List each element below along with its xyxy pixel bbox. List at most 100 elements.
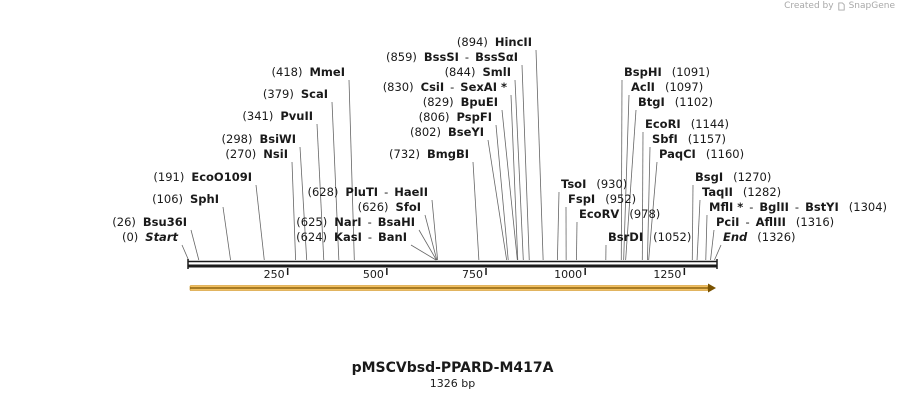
- site-label[interactable]: FspI (952): [568, 192, 636, 206]
- site-position: (830): [383, 80, 414, 94]
- site-label[interactable]: (732) BmgBI: [389, 147, 469, 161]
- label-line: [418, 229, 437, 261]
- enzyme-name: NsiI: [263, 147, 288, 161]
- enzyme-name: KasI: [334, 230, 362, 244]
- site-label[interactable]: (830) CsiI - SexAI *: [383, 80, 507, 94]
- site-label[interactable]: AclI (1097): [631, 80, 703, 94]
- enzyme-name: SmlI: [483, 65, 512, 79]
- site-position: (418): [272, 65, 303, 79]
- label-line: [255, 184, 265, 261]
- label-line: [348, 79, 355, 261]
- tick-label: 1000: [554, 268, 582, 281]
- site-position: (270): [225, 147, 256, 161]
- site-label[interactable]: TaqII (1282): [702, 185, 781, 199]
- site-label[interactable]: End (1326): [723, 230, 796, 244]
- site-label[interactable]: EcoRV (978): [579, 207, 660, 221]
- site-separator: -: [368, 215, 372, 229]
- enzyme-name: BmgBI: [427, 147, 469, 161]
- enzyme-name: HincII: [495, 35, 532, 49]
- tick-label: 500: [363, 268, 384, 281]
- site-label[interactable]: (802) BseYI: [410, 125, 484, 139]
- site-position: (106): [152, 192, 183, 206]
- site-label[interactable]: BsrDI (1052): [608, 230, 691, 244]
- enzyme-name: MflI *: [709, 200, 743, 214]
- site-position: (191): [153, 170, 184, 184]
- site-label[interactable]: BsgI (1270): [695, 170, 771, 184]
- enzyme-name: MmeI: [309, 65, 345, 79]
- site-label[interactable]: (26) Bsu36I: [112, 215, 187, 229]
- enzyme-name: BspHI: [624, 65, 662, 79]
- site-label[interactable]: BtgI (1102): [638, 95, 713, 109]
- site-label[interactable]: (894) HincII: [457, 35, 532, 49]
- site-position: (1157): [688, 132, 726, 146]
- site-separator: -: [749, 200, 753, 214]
- ruler-ticks: 250 500 750 1000 1250: [264, 268, 686, 281]
- enzyme-name: BpuEI: [461, 95, 498, 109]
- site-label[interactable]: (191) EcoO109I: [153, 170, 252, 184]
- feature-arrow[interactable]: [189, 283, 716, 293]
- site-position: (859): [386, 50, 417, 64]
- label-line: [647, 146, 651, 261]
- site-separator: -: [465, 50, 469, 64]
- site-label[interactable]: (628) PluTI - HaeII: [307, 185, 428, 199]
- site-label[interactable]: MflI * - BglII - BstYI (1304): [709, 200, 887, 214]
- enzyme-name: EcoRI: [645, 117, 681, 131]
- site-label[interactable]: PciI - AflIII (1316): [716, 215, 834, 229]
- site-label[interactable]: (0) Start: [122, 230, 179, 244]
- site-label[interactable]: (625) NarI - BsaHI: [296, 215, 415, 229]
- enzyme-name: ScaI: [301, 87, 328, 101]
- label-line: [557, 191, 560, 261]
- enzyme-name: BssSI: [424, 50, 459, 64]
- label-line: [424, 214, 438, 261]
- site-label[interactable]: SbfI (1157): [652, 132, 726, 146]
- label-line: [501, 109, 518, 261]
- enzyme-name: AclI: [631, 80, 655, 94]
- site-position: (624): [296, 230, 327, 244]
- site-label[interactable]: TsoI (930): [561, 177, 627, 191]
- site-position: (1097): [665, 80, 703, 94]
- site-separator: -: [795, 200, 799, 214]
- label-line: [641, 131, 644, 261]
- site-label[interactable]: PaqCI (1160): [659, 147, 744, 161]
- enzyme-name: SphI: [190, 192, 219, 206]
- site-separator: -: [384, 185, 388, 199]
- site-separator: -: [450, 80, 454, 94]
- enzyme-name: TaqII: [702, 185, 733, 199]
- site-position: (1316): [796, 215, 834, 229]
- label-line: [696, 199, 701, 261]
- tick-label: 250: [264, 268, 285, 281]
- site-label[interactable]: (298) BsiWI: [222, 132, 296, 146]
- site-label[interactable]: EcoRI (1144): [645, 117, 729, 131]
- site-label[interactable]: (829) BpuEI: [423, 95, 498, 109]
- site-label[interactable]: (806) PspFI: [419, 110, 492, 124]
- site-label[interactable]: (626) SfoI: [358, 200, 421, 214]
- site-label[interactable]: (859) BssSI - BssSαI: [386, 50, 518, 64]
- site-position: (978): [629, 207, 660, 221]
- enzyme-name: FspI: [568, 192, 595, 206]
- site-position: (341): [242, 109, 273, 123]
- site-position: (1270): [733, 170, 771, 184]
- enzyme-name: PluTI: [345, 185, 378, 199]
- site-label[interactable]: (379) ScaI: [263, 87, 328, 101]
- snapgene-credit: Created by SnapGene: [784, 1, 895, 11]
- site-label[interactable]: (624) KasI - BanI: [296, 230, 407, 244]
- site-label[interactable]: BspHI (1091): [624, 65, 710, 79]
- site-label[interactable]: (341) PvuII: [242, 109, 313, 123]
- enzyme-name: SexAI *: [460, 80, 507, 94]
- site-position: (1282): [743, 185, 781, 199]
- enzyme-name: EcoO109I: [191, 170, 252, 184]
- site-label[interactable]: (106) SphI: [152, 192, 219, 206]
- label-line: [623, 94, 630, 261]
- label-line: [535, 49, 544, 261]
- label-line: [299, 146, 308, 261]
- site-label[interactable]: (418) MmeI: [272, 65, 345, 79]
- label-line: [190, 229, 200, 261]
- site-position: (802): [410, 125, 441, 139]
- site-label[interactable]: (844) SmlI: [445, 65, 511, 79]
- enzyme-name: EcoRV: [579, 207, 619, 221]
- site-label[interactable]: (270) NsiI: [225, 147, 288, 161]
- label-line: [410, 244, 437, 261]
- enzyme-name: BsgI: [695, 170, 723, 184]
- backbone: [187, 259, 718, 269]
